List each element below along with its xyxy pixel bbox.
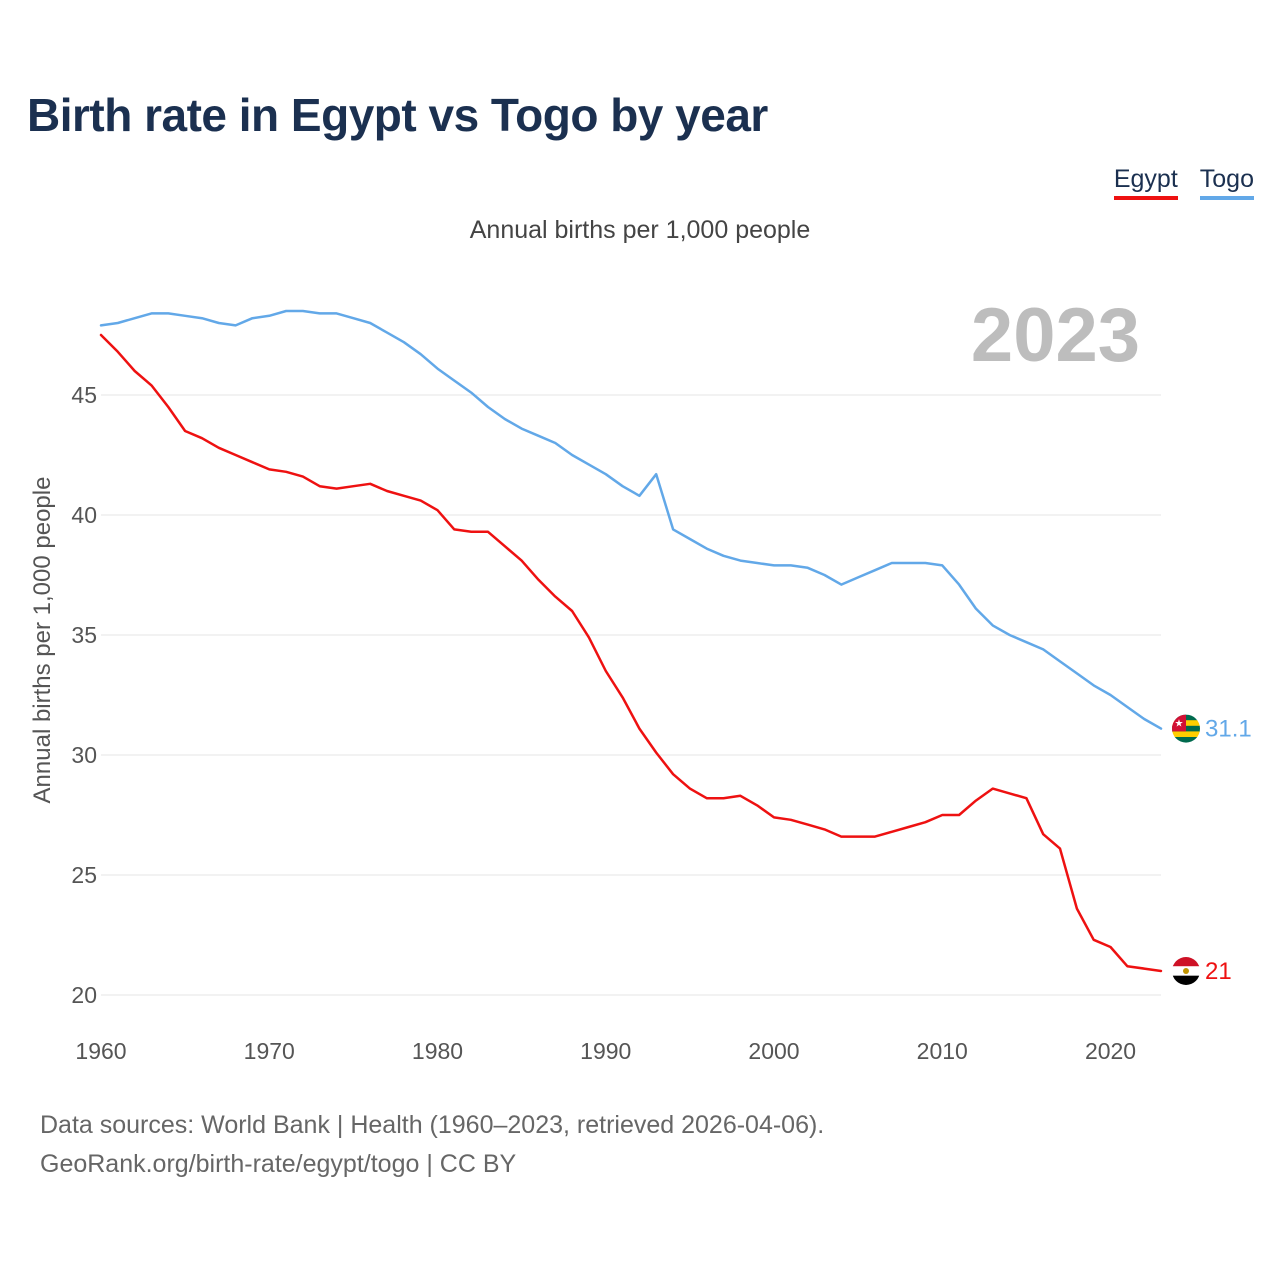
y-axis-label: Annual births per 1,000 people (29, 477, 56, 804)
x-tick-label: 2020 (1085, 1038, 1136, 1064)
legend-item-togo[interactable]: Togo (1199, 164, 1254, 200)
y-tick-label: 35 (71, 622, 97, 648)
end-value-label-togo: 31.1 (1205, 716, 1252, 743)
chart-subtitle: Annual births per 1,000 people (469, 216, 811, 244)
legend: Egypt Togo (1113, 164, 1254, 200)
x-tick-label: 1990 (580, 1038, 631, 1064)
togo-flag-icon: ★ (1172, 714, 1200, 743)
legend-item-egypt[interactable]: Egypt (1113, 164, 1178, 200)
x-tick-label: 1970 (244, 1038, 295, 1064)
svg-text:★: ★ (1175, 718, 1184, 729)
source-line-1: Data sources: World Bank | Health (1960–… (40, 1111, 825, 1139)
x-tick-label: 1960 (75, 1038, 126, 1064)
x-tick-label: 2000 (748, 1038, 799, 1064)
series-line-egypt[interactable] (99, 333, 1163, 973)
end-value-label-egypt: 21 (1205, 958, 1232, 985)
y-tick-label: 25 (71, 862, 97, 888)
series-line-togo[interactable] (99, 309, 1163, 730)
y-tick-label: 40 (71, 502, 97, 528)
x-tick-label: 1980 (412, 1038, 463, 1064)
y-tick-label: 30 (71, 742, 97, 768)
chart-title: Birth rate in Egypt vs Togo by year (27, 89, 768, 141)
source-line-2[interactable]: GeoRank.org/birth-rate/egypt/togo | CC B… (40, 1150, 517, 1178)
source-note: Data sources: World Bank | Health (1960–… (40, 1106, 824, 1184)
y-tick-label: 20 (71, 982, 97, 1008)
egypt-flag-icon (1172, 957, 1200, 985)
y-tick-label: 45 (71, 382, 97, 408)
current-year-label: 2023 (971, 293, 1140, 378)
x-tick-label: 2010 (917, 1038, 968, 1064)
